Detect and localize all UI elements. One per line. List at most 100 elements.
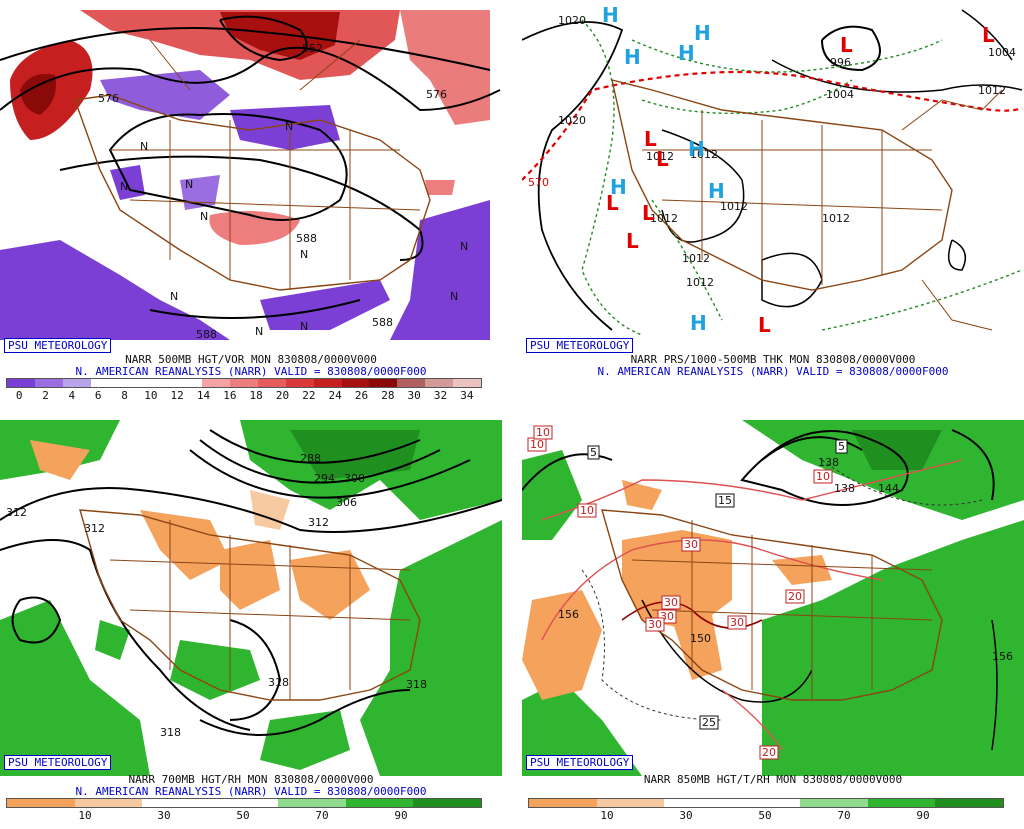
colorbar-swatch	[529, 799, 597, 807]
colorbar-swatch	[118, 379, 147, 387]
colorbar-tick-label: 26	[354, 389, 369, 402]
map-500mb: 552 576 576 588 588 588 N N N N N N N N …	[0, 0, 502, 340]
isobar-label: 1012	[650, 212, 678, 225]
panel-title: NARR 500MB HGT/VOR MON 830808/0000V000	[125, 353, 377, 366]
dewpoint-labels: 5 5 15 25	[587, 439, 848, 730]
psu-meteorology-logo: PSU METEOROLOGY	[526, 755, 634, 770]
isobar-label: 996	[830, 56, 851, 69]
temperature-label-box	[681, 537, 701, 552]
colorbar-rh	[6, 798, 482, 808]
psu-meteorology-logo: PSU METEOROLOGY	[4, 338, 112, 353]
colorbar-swatch	[174, 379, 203, 387]
height-label: 138	[818, 456, 839, 469]
colorbar-tick-label: 14	[196, 389, 211, 402]
contour-label: 318	[268, 676, 289, 689]
temperature-label: 20	[762, 746, 776, 759]
colorbar-tick-label: 6	[94, 389, 102, 402]
temperature-label: 30	[684, 538, 698, 551]
colorbar-swatch	[345, 799, 414, 807]
low-pressure-marker: L	[642, 201, 655, 225]
temperature-label-box	[577, 503, 597, 518]
contour-label: 318	[406, 678, 427, 691]
contour-label: 318	[160, 726, 181, 739]
vort-n-marker: N	[450, 290, 458, 303]
colorbar-swatch	[142, 799, 211, 807]
panel-subtitle: N. AMERICAN REANALYSIS (NARR) VALID = 83…	[75, 365, 427, 378]
colorbar-swatch	[202, 379, 230, 387]
colorbar-swatch	[146, 379, 175, 387]
colorbar-tick-label: 50	[758, 809, 772, 822]
dewpoint-label-box	[587, 445, 600, 460]
contour-label: 306	[336, 496, 357, 509]
isobar-label: 1012	[686, 276, 714, 289]
colorbar-tick-label: 20	[275, 389, 290, 402]
high-pressure-marker: H	[610, 175, 627, 199]
colorbar-tick-label: 70	[837, 809, 851, 822]
vort-n-marker: N	[200, 210, 208, 223]
contour-label: 588	[196, 328, 217, 340]
height-label: 150	[690, 632, 711, 645]
vort-n-marker: N	[300, 248, 308, 261]
low-pressure-marker: L	[644, 127, 657, 151]
low-pressure-marker: L	[656, 147, 669, 171]
isobar-label: 1012	[646, 150, 674, 163]
vort-n-marker: N	[140, 140, 148, 153]
high-pressure-markers: H H H H H H H H	[602, 3, 725, 335]
colorbar-swatch	[369, 379, 398, 387]
colorbar-tick-label: 0	[15, 389, 23, 402]
isobar-label: 1012	[978, 84, 1006, 97]
colorbar-swatch	[397, 379, 426, 387]
temperature-label-box	[759, 745, 779, 760]
map-700mb-svg: 312 312 288 294 300 306 312 318 318 318	[0, 420, 502, 776]
colorbar-ticks: 0 2 4 6 8 10 12 14 16 18 20 22 24 26 28 30 32 34	[6, 389, 486, 403]
colorbar-tick-label: 28	[381, 389, 395, 402]
colorbar-swatch	[596, 799, 665, 807]
colorbar-tick-label: 10	[144, 389, 158, 402]
vorticity-center-markers: N N N N N N N N N N N	[120, 120, 468, 338]
isobar-label: 1012	[682, 252, 710, 265]
vort-n-marker: N	[300, 320, 308, 333]
colorbar-swatch	[7, 379, 35, 387]
colorbar-swatch	[867, 799, 936, 807]
panel-subtitle: N. AMERICAN REANALYSIS (NARR) VALID = 83…	[75, 785, 427, 798]
temperature-label: 10	[580, 504, 594, 517]
high-pressure-marker: H	[624, 45, 641, 69]
vort-n-marker: N	[170, 290, 178, 303]
vort-n-marker: N	[120, 180, 128, 193]
contour-label: 312	[6, 506, 27, 519]
temperature-label-box	[785, 589, 805, 604]
isobar-label: 1004	[988, 46, 1016, 59]
colorbar-swatch	[935, 799, 1004, 807]
map-850mb: 156 150 156 138 144 138 10 10 10 10 30 30 30 30…	[522, 420, 1024, 776]
colorbar-tick-label: 90	[394, 809, 408, 822]
dewpoint-label: 15	[718, 494, 732, 507]
temperature-label-box	[533, 425, 553, 440]
panel-850mb-temp-rh: 156 150 156 138 144 138 10 10 10 10 30 30 30 30…	[522, 420, 1024, 829]
contour-label: 588	[372, 316, 393, 329]
colorbar-swatch	[413, 799, 482, 807]
colorbar-swatch	[34, 379, 63, 387]
colorbar-swatch	[799, 799, 868, 807]
colorbar-swatch	[230, 379, 258, 387]
temperature-label-box	[727, 615, 747, 630]
colorbar-tick-label: 90	[916, 809, 930, 822]
contour-label: 312	[308, 516, 329, 529]
height-label: 156	[992, 650, 1013, 663]
temperature-label: 20	[788, 590, 802, 603]
colorbar-rh	[528, 798, 1004, 808]
height-label: 156	[558, 608, 579, 621]
map-pressure: 1020 1020 996 1004 1012 1004 1012 1012 1…	[522, 0, 1024, 340]
colorbar-swatch	[7, 799, 75, 807]
dewpoint-label-box	[699, 715, 719, 730]
high-pressure-marker: H	[708, 179, 725, 203]
colorbar-ticks: 10 30 50 70 90	[6, 809, 486, 823]
vort-n-marker: N	[460, 240, 468, 253]
panel-500mb-vorticity: 552 576 576 588 588 588 N N N N N N N N …	[0, 0, 502, 409]
colorbar-tick-label: 18	[249, 389, 263, 402]
height-label: 144	[878, 482, 899, 495]
colorbar-swatch	[210, 799, 278, 807]
colorbar-swatch	[732, 799, 800, 807]
high-pressure-marker: H	[678, 41, 695, 65]
colorbar-tick-label: 30	[407, 389, 421, 402]
colorbar-tick-label: 12	[170, 389, 184, 402]
